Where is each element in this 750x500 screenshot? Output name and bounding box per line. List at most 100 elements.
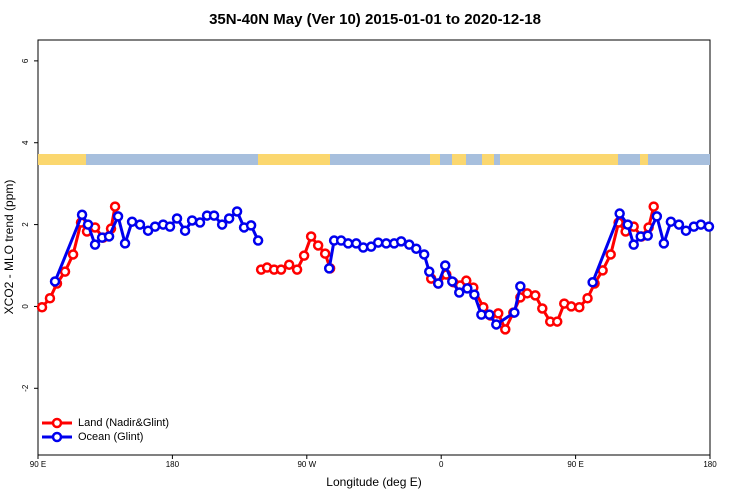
point: [680, 225, 692, 236]
point: [673, 219, 685, 230]
point: [695, 219, 707, 230]
point: [395, 236, 407, 247]
point: [216, 219, 228, 230]
point: [411, 243, 422, 254]
y-tick-label: 2: [21, 222, 30, 227]
point: [500, 324, 511, 335]
point: [462, 283, 473, 294]
point: [605, 249, 616, 260]
x-tick-label: 180: [166, 460, 180, 469]
point: [418, 249, 430, 260]
point: [703, 221, 715, 232]
point: [298, 250, 310, 261]
point: [103, 231, 115, 242]
point: [283, 259, 295, 270]
legend-marker: [51, 417, 63, 429]
point: [469, 289, 480, 300]
point: [491, 319, 502, 330]
point: [319, 248, 331, 259]
y-tick-label: -2: [21, 384, 30, 392]
point: [665, 216, 677, 227]
x-tick-label: 180: [703, 460, 717, 469]
point: [454, 287, 465, 298]
land-strip: [258, 154, 330, 165]
x-tick-label: 90 E: [567, 460, 583, 469]
point: [252, 235, 264, 246]
point: [36, 302, 48, 313]
x-tick-label: 0: [439, 460, 444, 469]
point: [231, 206, 243, 217]
point: [89, 239, 101, 250]
point: [323, 263, 335, 274]
y-tick-label: 6: [21, 58, 30, 63]
legend-label: Land (Nadir&Glint): [78, 417, 169, 429]
point: [76, 209, 88, 221]
land-strip: [500, 154, 618, 165]
point: [312, 240, 324, 251]
point: [119, 238, 131, 249]
point: [551, 316, 563, 327]
point: [194, 217, 206, 228]
point: [164, 221, 176, 232]
point: [305, 231, 317, 242]
point: [245, 220, 257, 231]
point: [530, 290, 541, 301]
land-strip: [482, 154, 494, 165]
point: [439, 260, 451, 271]
point: [208, 210, 220, 221]
point: [509, 307, 520, 318]
point: [67, 249, 79, 260]
point: [179, 225, 191, 236]
point: [44, 292, 56, 304]
point: [648, 201, 659, 212]
point: [658, 238, 670, 249]
point: [424, 266, 435, 277]
ocean-strip: [38, 154, 710, 165]
land-strip: [640, 154, 648, 165]
point: [642, 230, 653, 241]
legend-label: Ocean (Glint): [78, 431, 143, 443]
land-strip: [452, 154, 466, 165]
land-strip: [38, 154, 86, 165]
point: [171, 213, 183, 224]
y-tick-label: 0: [21, 304, 30, 309]
point: [223, 213, 235, 224]
point: [614, 208, 625, 219]
chart-title: 35N-40N May (Ver 10) 2015-01-01 to 2020-…: [209, 11, 541, 28]
point: [582, 292, 593, 304]
point: [342, 238, 354, 249]
point: [492, 308, 504, 319]
point: [59, 266, 71, 277]
y-axis-label: XCO2 - MLO trend (ppm): [2, 180, 16, 315]
plot-frame: [37, 39, 711, 456]
point: [537, 303, 548, 314]
point: [372, 237, 384, 248]
point: [628, 239, 639, 250]
point: [515, 281, 526, 292]
point: [587, 277, 598, 288]
legend-marker: [51, 431, 63, 443]
point: [566, 301, 577, 312]
y-tick-label: 4: [21, 140, 30, 145]
x-tick-label: 90 E: [30, 460, 46, 469]
point: [521, 288, 533, 299]
point: [82, 219, 94, 230]
point: [112, 211, 124, 222]
point: [484, 309, 495, 320]
point: [149, 221, 161, 232]
point: [447, 276, 458, 287]
land-ocean-band: [38, 154, 710, 165]
point: [291, 264, 303, 275]
point: [49, 276, 61, 287]
point: [622, 219, 633, 230]
x-tick-label: 90 W: [297, 460, 316, 469]
x-axis-label: Longitude (deg E): [326, 475, 421, 489]
point: [574, 302, 585, 313]
land-strip: [430, 154, 440, 165]
point: [134, 219, 146, 230]
point: [432, 278, 444, 289]
point: [651, 211, 663, 222]
point: [275, 264, 287, 275]
point: [109, 201, 121, 212]
